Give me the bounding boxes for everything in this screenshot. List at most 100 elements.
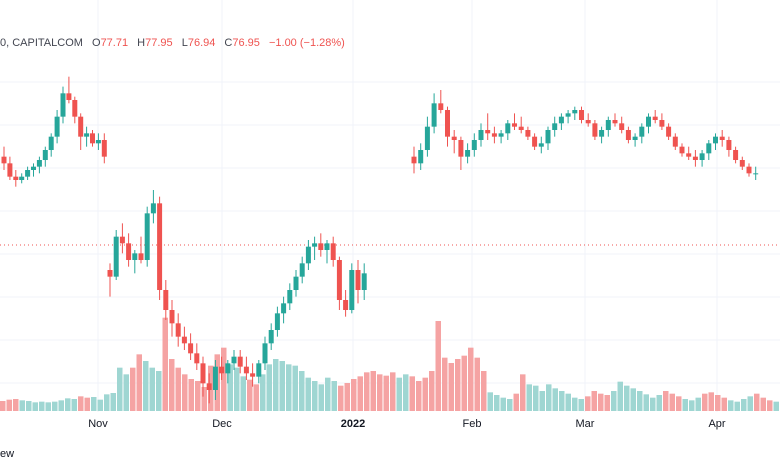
candle-body	[572, 110, 578, 114]
candle-body	[72, 100, 78, 117]
candle-body	[605, 120, 611, 130]
volume-bar	[481, 371, 487, 411]
candle-body	[36, 160, 42, 167]
candle-body	[237, 356, 243, 367]
volume-bar	[357, 376, 363, 411]
candle-body	[692, 156, 698, 160]
volume-bar	[669, 393, 675, 411]
volume-bar	[390, 372, 396, 411]
candle-body	[126, 243, 132, 260]
candle-body	[599, 130, 605, 137]
legend-high-value: 77.95	[145, 37, 173, 49]
volume-bar	[364, 372, 370, 411]
volume-bar	[383, 375, 389, 411]
legend-low-label: L	[182, 37, 188, 49]
volume-bar	[611, 391, 617, 411]
volume-bar	[195, 381, 201, 411]
volume-bar	[344, 383, 350, 411]
volume-bar	[71, 399, 77, 411]
volume-bar	[468, 347, 474, 411]
candle-body	[713, 136, 718, 144]
candle-body	[465, 150, 471, 157]
volume-bar	[604, 395, 610, 411]
volume-bar	[435, 321, 441, 411]
volume-bar	[760, 397, 766, 411]
volume-bar	[149, 367, 155, 411]
volume-bar	[188, 379, 194, 411]
volume-bar	[65, 398, 71, 411]
volume-bar	[39, 401, 45, 411]
volume-bar	[416, 381, 422, 411]
volume-bar	[650, 397, 656, 411]
volume-bar	[104, 394, 110, 411]
candle-body	[646, 116, 651, 127]
volume-bar	[162, 317, 168, 411]
volume-bar	[182, 374, 188, 411]
volume-bar	[409, 376, 415, 411]
candle-body	[361, 273, 367, 290]
volume-bar	[624, 385, 630, 411]
candle-body	[95, 140, 101, 144]
candle-body	[163, 290, 169, 310]
volume-bar	[117, 367, 123, 411]
volume-bar	[136, 354, 142, 411]
volume-bar	[156, 371, 162, 411]
volume-bar	[292, 365, 298, 411]
candle-body	[471, 140, 477, 150]
volume-bar	[702, 393, 708, 411]
candle-body	[632, 136, 638, 140]
candle-body	[532, 136, 538, 147]
candle-body	[579, 110, 584, 120]
candle-body	[336, 260, 342, 300]
volume-bar	[370, 371, 376, 411]
candle-body	[330, 243, 336, 260]
candle-body	[592, 123, 598, 137]
volume-bar	[247, 379, 253, 411]
candle-body	[90, 133, 95, 144]
candle-body	[268, 330, 274, 344]
candle-body	[281, 303, 287, 314]
candle-body	[312, 243, 318, 247]
candle-body	[287, 290, 293, 304]
candle-body	[219, 366, 225, 374]
volume-bar	[143, 361, 149, 411]
x-tick-label: Feb	[463, 418, 482, 430]
candle-body	[175, 323, 181, 337]
candle-body	[7, 163, 13, 177]
candle-body	[42, 150, 48, 160]
candle-body	[305, 246, 311, 264]
legend-close-value: 76.95	[232, 37, 260, 49]
candle-body	[19, 176, 25, 180]
volume-bar	[305, 377, 311, 411]
volume-bar	[721, 397, 727, 411]
candle-body	[485, 130, 491, 134]
candle-body	[418, 150, 424, 164]
volume-bar	[487, 392, 493, 411]
candle-body	[686, 153, 692, 157]
volume-bar	[130, 367, 136, 411]
candle-body	[293, 276, 299, 290]
volume-bar	[19, 400, 25, 411]
volume-bar	[78, 396, 84, 411]
candle-body	[132, 253, 138, 260]
candle-body	[181, 336, 187, 344]
legend-open-value: 77.71	[101, 37, 129, 49]
volume-bar	[513, 393, 519, 411]
candle-body	[706, 143, 712, 154]
volume-bar	[286, 364, 292, 411]
volume-bar	[643, 394, 649, 411]
candle-body	[318, 243, 324, 250]
candle-body	[672, 136, 678, 147]
volume-bar	[630, 388, 636, 411]
volume-bar	[617, 381, 623, 411]
candle-body	[54, 116, 60, 137]
volume-bar	[747, 396, 753, 411]
candle-body	[188, 343, 194, 354]
volume-bar	[299, 371, 305, 411]
candle-body	[78, 116, 84, 137]
candle-body	[262, 343, 268, 364]
legend-close-label: C	[224, 37, 232, 49]
footer-text: ew	[0, 448, 14, 460]
candle-body	[438, 103, 444, 110]
